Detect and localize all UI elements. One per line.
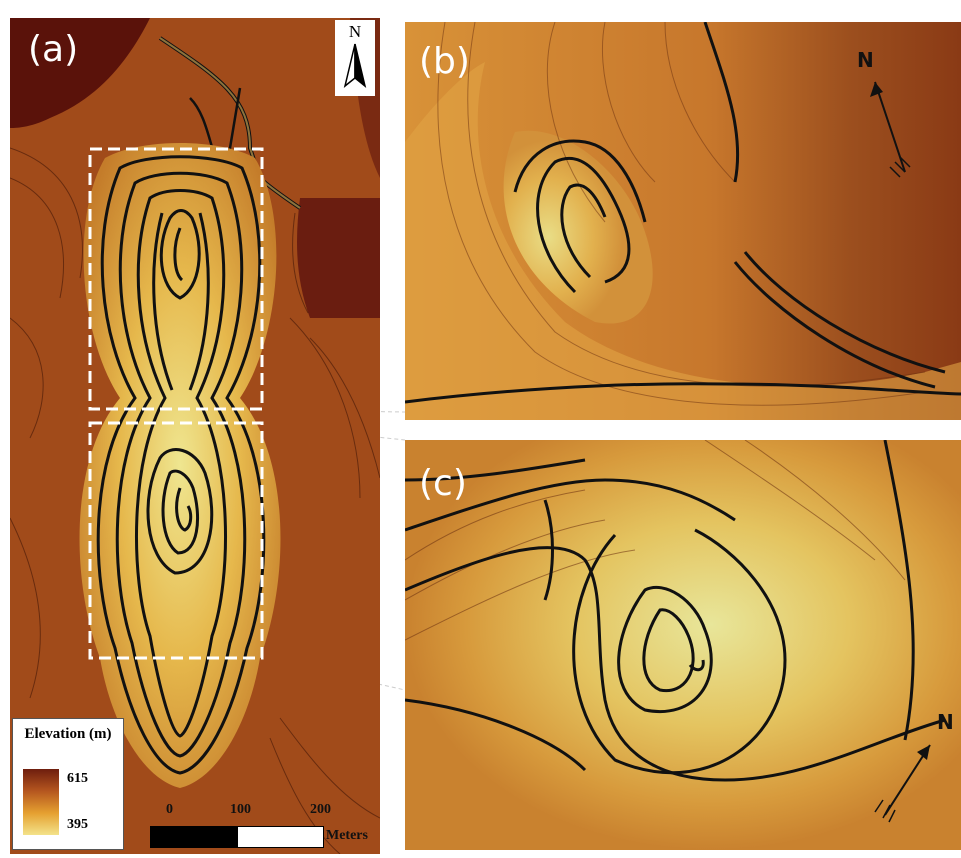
- north-arrow: N: [335, 20, 375, 96]
- legend-max-value: 615: [67, 771, 88, 786]
- south-pit-3d-view: (c) N: [405, 440, 961, 850]
- elevation-legend: Elevation (m) 615 395: [12, 718, 124, 850]
- panel-label-a: (a): [28, 29, 79, 70]
- panel-label-b: (b): [419, 41, 470, 82]
- legend-color-ramp: [23, 769, 59, 835]
- north-pit-3d-view: (b) N: [405, 22, 961, 420]
- north-arrow-c: [874, 744, 931, 823]
- north-arrow-b: [870, 81, 911, 178]
- north-label-c: N: [937, 710, 954, 734]
- overview-terrain: [10, 18, 380, 854]
- north-label-b: N: [857, 48, 874, 72]
- north-arrow-icon: [343, 43, 367, 88]
- scale-tick-200: 200: [310, 802, 331, 817]
- north-pit-terrain: [405, 22, 961, 420]
- scale-bar-segment: [150, 826, 237, 848]
- panel-label-c: (c): [419, 463, 467, 504]
- scale-tick-0: 0: [166, 802, 173, 817]
- legend-min-value: 395: [67, 817, 88, 832]
- overview-map-panel: (a) N Elevation (m) 615 395 0 100 200 Me…: [10, 18, 380, 854]
- scale-bar-segment: [237, 826, 324, 848]
- zoom-extent-c: [88, 421, 264, 660]
- scale-unit: Meters: [326, 828, 368, 843]
- scale-tick-100: 100: [230, 802, 251, 817]
- legend-title: Elevation (m): [24, 726, 112, 742]
- north-label: N: [348, 22, 362, 41]
- south-pit-terrain: [405, 440, 961, 850]
